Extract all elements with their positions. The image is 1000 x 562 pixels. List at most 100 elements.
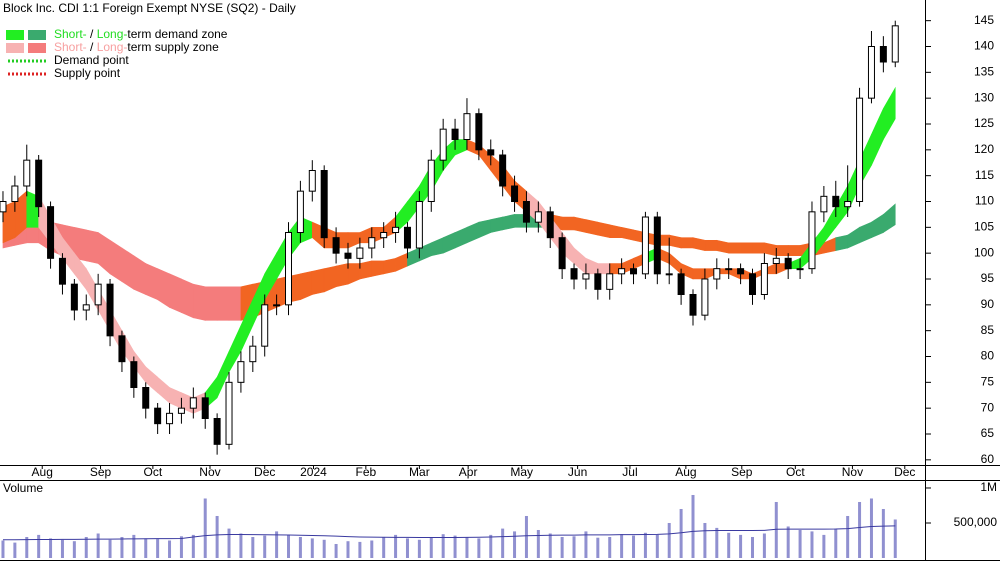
volume-bar	[596, 537, 600, 558]
candle-body	[368, 237, 376, 249]
candle-body	[558, 237, 566, 270]
zone-segment	[883, 86, 896, 141]
legend-label: Short- / Long-term supply zone	[54, 40, 219, 54]
candle-body	[856, 97, 864, 202]
candle-body	[94, 283, 102, 306]
volume-bar	[287, 534, 291, 558]
volume-bar	[382, 536, 386, 558]
zone-segment	[692, 237, 706, 251]
volume-bar	[72, 541, 76, 558]
volume-bar	[60, 539, 64, 558]
zone-segment	[716, 239, 729, 254]
candle-body	[463, 113, 471, 140]
zone-segment	[228, 286, 242, 321]
volume-bar	[643, 532, 647, 558]
volume-bar	[144, 538, 148, 558]
candle-body	[130, 361, 138, 388]
volume-bar	[572, 536, 576, 558]
zone-segment	[216, 286, 230, 321]
candle-body	[653, 216, 661, 275]
zone-segment	[193, 283, 206, 321]
volume-bar	[810, 531, 814, 558]
candle-body	[737, 268, 745, 275]
candle-body	[237, 361, 245, 383]
chart-title: Block Inc. CDI 1:1 Foreign Exempt NYSE (…	[3, 1, 296, 15]
y-tick-label: 75	[981, 375, 995, 389]
candle-body	[308, 170, 316, 192]
zone-segment	[704, 239, 718, 251]
candle-body	[879, 46, 887, 63]
candle-body	[808, 211, 816, 270]
candle-body	[867, 46, 875, 99]
x-tick-label: Oct	[786, 465, 805, 479]
candle-body	[475, 113, 483, 151]
candle-body	[249, 345, 257, 363]
volume-bar	[584, 531, 588, 558]
volume-bar	[334, 543, 338, 558]
candle-body	[689, 294, 697, 316]
zone-segment	[835, 234, 848, 251]
legend-label: Short- / Long-term demand zone	[54, 27, 228, 41]
candle-body	[772, 257, 780, 265]
zone-segment	[680, 237, 694, 249]
volume-bar	[108, 539, 112, 558]
volume-bar	[608, 536, 612, 558]
legend-swatch	[28, 43, 46, 53]
volume-bar	[727, 532, 731, 558]
volume-bar	[489, 534, 493, 558]
volume-bar	[620, 534, 624, 558]
volume-bar	[1, 540, 5, 558]
volume-bar	[441, 534, 445, 558]
volume-bar	[370, 540, 374, 558]
candle-body	[201, 397, 209, 420]
y-tick-label: 80	[981, 349, 995, 363]
candle-body	[570, 268, 578, 280]
candle-body	[546, 211, 554, 239]
legend-swatch	[6, 43, 24, 53]
zone-segment	[311, 268, 325, 295]
volume-bar	[453, 535, 457, 558]
candle-body	[582, 273, 590, 280]
candle-body	[796, 268, 804, 271]
legend-text: /	[87, 27, 97, 41]
volume-bar	[715, 527, 719, 558]
candle-body	[118, 335, 126, 363]
y-tick-label: 100	[974, 245, 994, 259]
volume-bar	[179, 536, 183, 558]
zone-segment	[609, 224, 622, 238]
zone-segment	[490, 216, 503, 233]
candle-body	[641, 216, 649, 275]
y-tick-label: 60	[981, 452, 995, 466]
volume-bar	[96, 533, 100, 558]
zone-segment	[752, 242, 765, 254]
volume-bar	[513, 531, 517, 558]
x-tick-label: May	[510, 465, 533, 479]
x-tick-label: 2024	[300, 465, 327, 479]
x-tick-label: Jun	[568, 465, 587, 479]
candle-body	[225, 381, 233, 445]
candle-body	[534, 211, 542, 223]
y-tick-label: 120	[974, 142, 994, 156]
zone-segment	[764, 242, 777, 257]
candle-body	[261, 304, 269, 347]
y-tick-label: 125	[974, 116, 994, 130]
candle-body	[344, 252, 352, 259]
zone-segment	[371, 260, 384, 277]
volume-bar	[358, 541, 362, 558]
volume-bar	[524, 515, 528, 558]
zone-segment	[728, 242, 741, 254]
candle-body	[487, 149, 495, 156]
x-tick-label: Nov	[199, 465, 220, 479]
candle-body	[320, 170, 328, 239]
candle-body	[784, 257, 792, 270]
zone-segment	[597, 221, 611, 239]
zone-segment	[359, 260, 373, 280]
candle-body	[189, 397, 197, 409]
volume-bar	[251, 536, 255, 558]
candle-body	[403, 226, 411, 249]
candle-body	[725, 268, 733, 271]
y-tick-label: 105	[974, 220, 994, 234]
candle-body	[35, 159, 43, 208]
x-tick-label: Aug	[675, 465, 696, 479]
